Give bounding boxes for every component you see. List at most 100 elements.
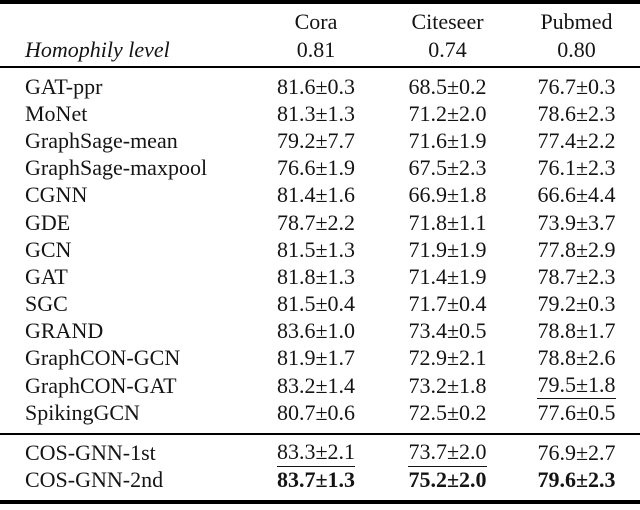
value-text: 71.9±1.9 [408,236,487,262]
value-text: 77.8±2.9 [537,236,616,262]
value-cell: 79.5±1.8 [513,372,640,400]
column-header-cora: Cora [250,9,382,35]
value-text: 80.7±0.6 [276,399,356,425]
value-cell: 68.5±0.2 [382,74,513,100]
table-row: SpikingGCN 80.7±0.6 72.5±0.2 77.6±0.5 [0,399,640,426]
value-text: 81.3±1.3 [276,100,356,126]
homophily-label-cell: Homophily level [0,37,250,63]
value-cell: 76.7±0.3 [513,74,640,100]
value-text: 78.8±1.7 [537,318,616,344]
value-cell: 72.9±2.1 [382,345,513,371]
model-name-cell: COS-GNN-2nd [0,467,250,493]
table-row: GraphSage-maxpool 76.6±1.9 67.5±2.3 76.1±2.… [0,155,640,182]
value-cell: 76.1±2.3 [513,155,640,181]
value-cell: 83.3±2.1 [250,439,382,467]
value-text: 71.7±0.4 [408,291,487,317]
model-name-cell: GRAND [0,318,250,344]
table-header: Cora Citeseer Pubmed Homophily level 0.8… [0,4,640,66]
rule-header-bottom [0,66,640,68]
value-text: 71.4±1.9 [408,263,487,289]
value-cell: 72.5±0.2 [382,400,513,426]
model-name: SpikingGCN [25,399,140,425]
table-row: GraphSage-mean 79.2±7.7 71.6±1.9 77.4±2.2 [0,127,640,154]
value-cell: 81.5±0.4 [250,291,382,317]
model-name-cell: COS-GNN-1st [0,440,250,466]
homophily-value-citeseer: 0.74 [382,37,513,63]
value-cell: 80.7±0.6 [250,400,382,426]
value-cell: 83.2±1.4 [250,373,382,399]
value-cell: 78.7±2.2 [250,210,382,236]
table-row: GRAND 83.6±1.0 73.4±0.5 78.8±1.7 [0,318,640,345]
header-dataset-row: Cora Citeseer Pubmed [0,8,640,36]
value-text: 73.7±2.0 [408,440,487,467]
value-cell: 67.5±2.3 [382,155,513,181]
value-cell: 71.6±1.9 [382,128,513,154]
homophily-value: 0.80 [557,37,596,62]
value-text: 77.4±2.2 [537,127,616,153]
model-name: COS-GNN-2nd [25,467,164,493]
model-name-cell: CGNN [0,182,250,208]
value-cell: 71.7±0.4 [382,291,513,317]
value-cell: 81.4±1.6 [250,182,382,208]
value-text: 79.5±1.8 [537,372,616,400]
table-row: COS-GNN-1st 83.3±2.1 73.7±2.0 76.9±2.7 [0,439,640,467]
value-cell: 81.9±1.7 [250,345,382,371]
value-text: 71.2±2.0 [408,100,487,126]
homophily-value: 0.81 [296,37,336,62]
column-header-pubmed: Pubmed [513,9,640,35]
homophily-level-label: Homophily level [25,37,170,62]
value-text: 76.7±0.3 [537,73,616,99]
value-text: 81.6±0.3 [276,73,356,99]
table-row: CGNN 81.4±1.6 66.9±1.8 66.6±4.4 [0,182,640,209]
value-cell: 76.9±2.7 [513,440,640,466]
value-text: 81.5±1.3 [276,236,356,262]
value-text: 81.4±1.6 [276,182,356,208]
value-text: 83.6±1.0 [276,318,356,344]
value-cell: 66.9±1.8 [382,182,513,208]
value-text: 78.7±2.2 [276,209,356,235]
value-cell: 81.6±0.3 [250,74,382,100]
table-row: GDE 78.7±2.2 71.8±1.1 73.9±3.7 [0,209,640,236]
value-text: 75.2±2.0 [408,467,487,493]
value-cell: 79.2±7.7 [250,128,382,154]
value-cell: 76.6±1.9 [250,155,382,181]
value-text: 78.8±2.6 [537,345,616,371]
model-name: GDE [25,209,71,235]
model-name: COS-GNN-1st [25,440,156,466]
model-name-cell: MoNet [0,101,250,127]
value-cell: 66.6±4.4 [513,182,640,208]
value-text: 66.9±1.8 [408,182,487,208]
value-text: 81.9±1.7 [276,345,356,371]
value-text: 66.6±4.4 [537,182,616,208]
value-cell: 73.2±1.8 [382,373,513,399]
header-homophily-row: Homophily level 0.81 0.74 0.80 [0,36,640,64]
model-name-cell: GCN [0,237,250,263]
homophily-value-cora: 0.81 [250,37,382,63]
value-text: 81.5±0.4 [276,291,356,317]
homophily-value: 0.74 [428,37,467,62]
model-name: CGNN [25,182,88,208]
value-text: 67.5±2.3 [408,155,487,181]
model-name-cell: SGC [0,291,250,317]
value-cell: 73.7±2.0 [382,439,513,467]
model-name-cell: GDE [0,210,250,236]
model-name: GCN [25,236,72,262]
table-footer: COS-GNN-1st 83.3±2.1 73.7±2.0 76.9±2.7 COS-G… [0,435,640,499]
table-row: GAT-ppr 81.6±0.3 68.5±0.2 76.7±0.3 [0,73,640,100]
model-name: MoNet [25,100,88,126]
model-name: GRAND [25,318,104,344]
value-text: 77.6±0.5 [537,399,616,425]
model-name-cell: GAT-ppr [0,74,250,100]
table-row: GAT 81.8±1.3 71.4±1.9 78.7±2.3 [0,263,640,290]
value-text: 81.8±1.3 [276,263,356,289]
model-name: GraphCON-GCN [25,345,181,371]
column-header-citeseer: Citeseer [382,9,513,35]
value-text: 76.6±1.9 [276,155,356,181]
value-cell: 77.4±2.2 [513,128,640,154]
value-text: 83.7±1.3 [276,467,356,493]
value-text: 79.6±2.3 [537,467,616,493]
model-name-cell: GraphSage-maxpool [0,155,250,181]
value-text: 72.5±0.2 [408,399,487,425]
column-header-label: Citeseer [411,9,484,34]
